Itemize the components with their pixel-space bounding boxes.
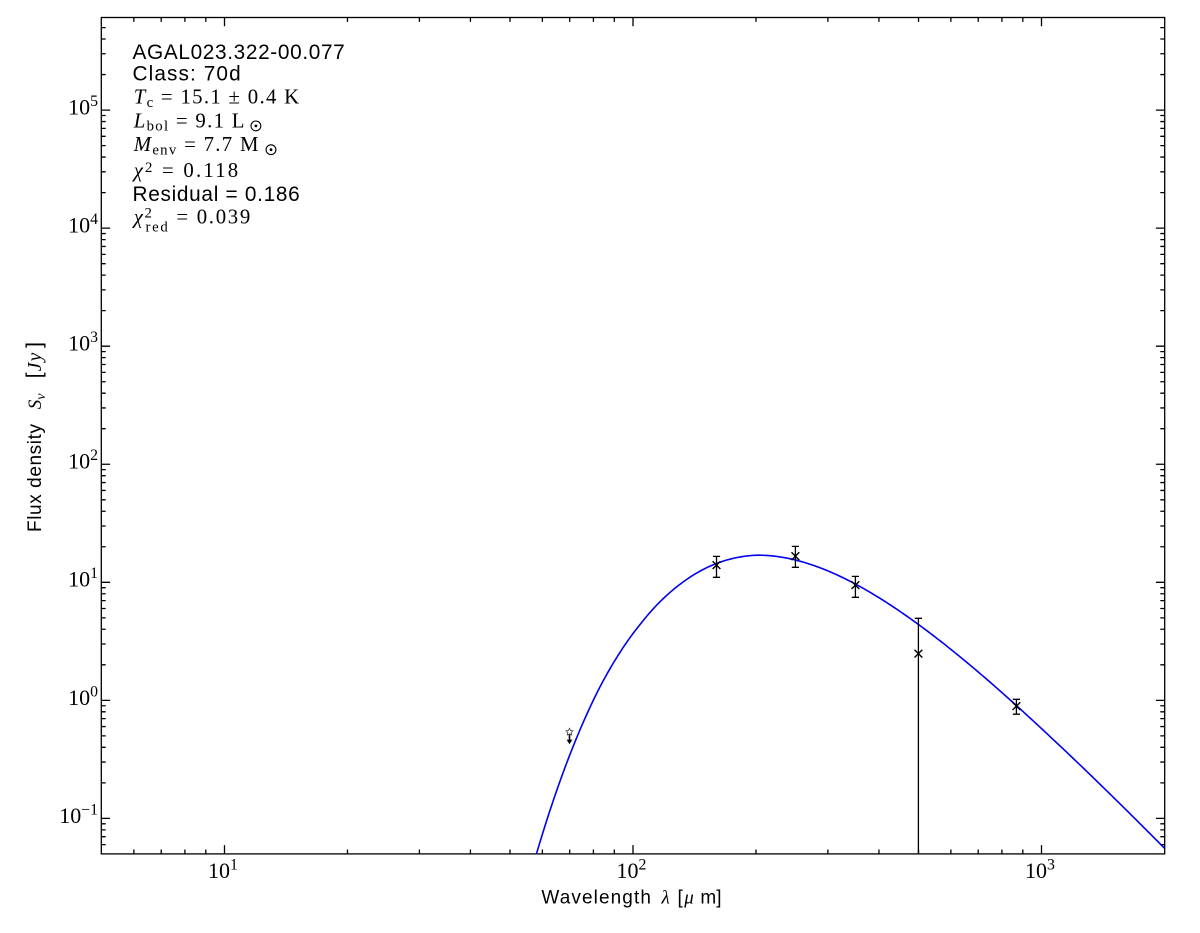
svg-text:103: 103	[68, 329, 98, 356]
svg-text:AGAL023.322-00.077: AGAL023.322-00.077	[133, 41, 346, 64]
svg-text:Lbol = 9.1 L: Lbol = 9.1 L	[133, 110, 246, 135]
svg-text:χ2 = 0.118: χ2 = 0.118	[132, 159, 241, 182]
svg-text:10−1: 10−1	[59, 801, 98, 828]
svg-text:Flux densitySν[Jy]: Flux densitySν[Jy]	[23, 342, 49, 532]
svg-text:Tc = 15.1 ± 0.4 K: Tc = 15.1 ± 0.4 K	[134, 86, 301, 111]
svg-text:Residual = 0.186: Residual = 0.186	[133, 183, 301, 206]
svg-text:101: 101	[208, 857, 238, 884]
svg-text:Menv = 7.7 M: Menv = 7.7 M	[133, 133, 260, 158]
svg-text:Class: 70d: Class: 70d	[133, 63, 242, 86]
